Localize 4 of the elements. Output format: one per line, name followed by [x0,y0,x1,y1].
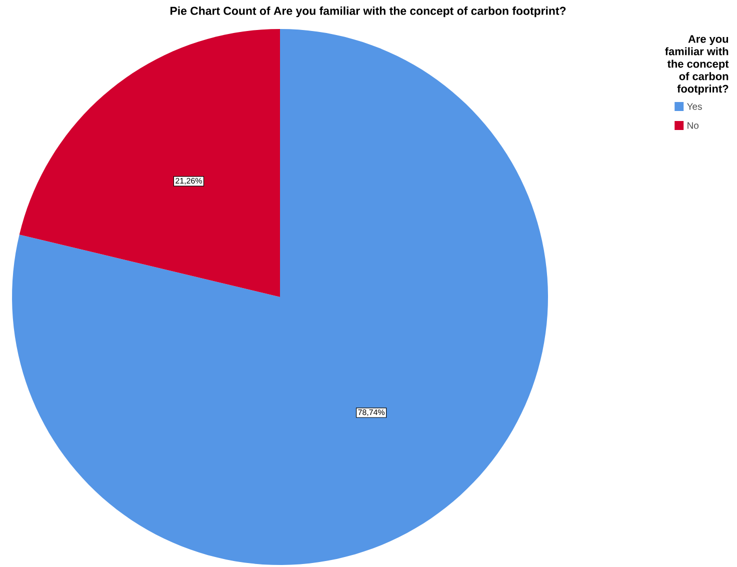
legend-title: Are you familiar with the concept of carbon footprint? [665,35,729,95]
chart-title: Pie Chart Count of Are you familiar with the concept of carbon footprint? [170,6,566,18]
legend-label: Yes [687,103,702,110]
legend-label: No [688,122,699,129]
